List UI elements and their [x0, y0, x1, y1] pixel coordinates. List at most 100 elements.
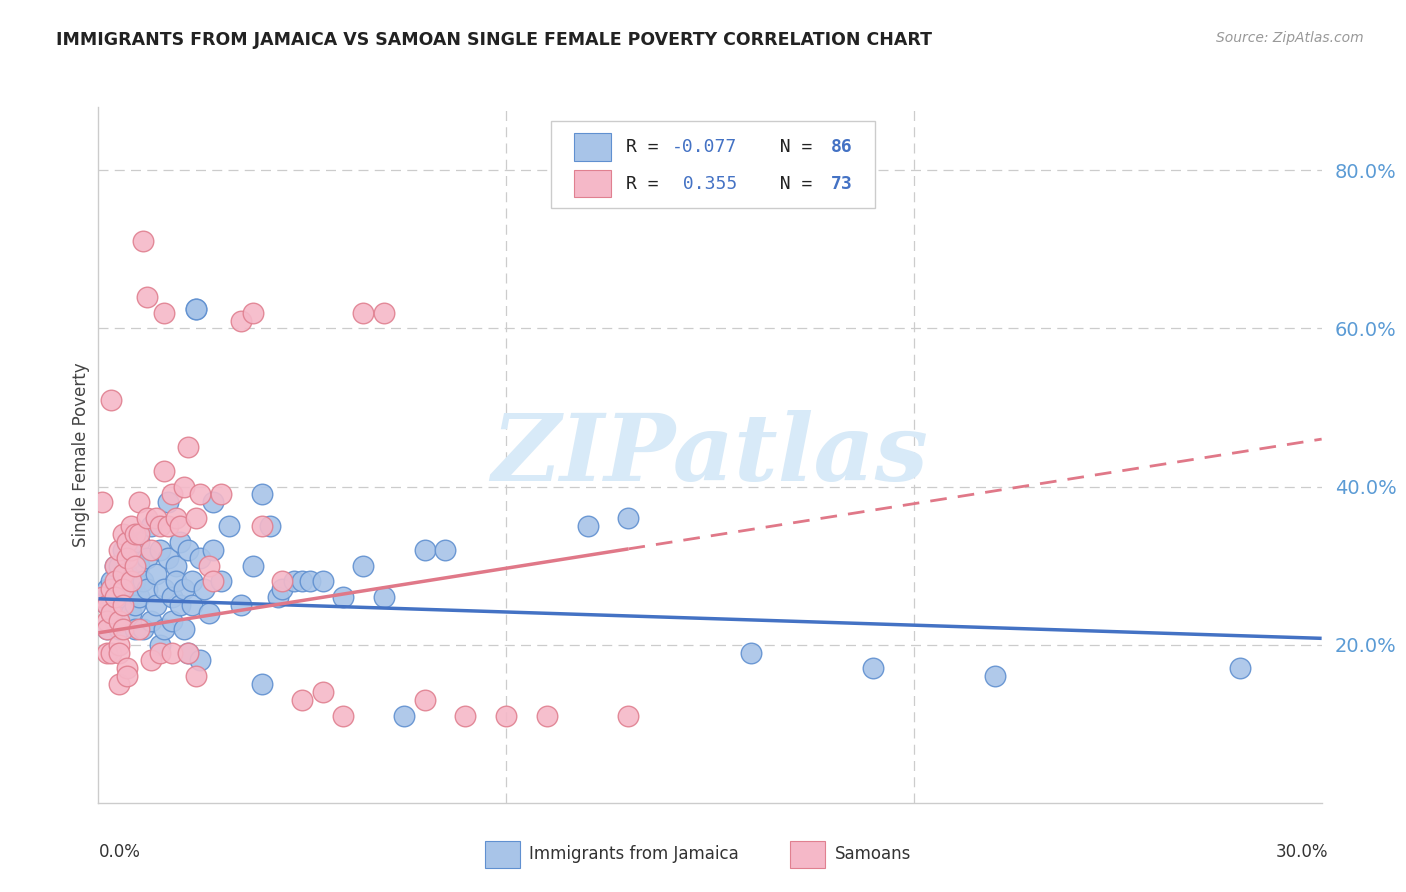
- Point: [124, 527, 146, 541]
- Point: [120, 582, 142, 597]
- Point: [312, 685, 335, 699]
- Point: [115, 534, 138, 549]
- Point: [332, 591, 354, 605]
- Point: [267, 591, 290, 605]
- Point: [332, 708, 354, 723]
- Point: [108, 646, 131, 660]
- Point: [149, 542, 172, 557]
- Point: [145, 598, 167, 612]
- Point: [96, 622, 118, 636]
- Point: [136, 511, 159, 525]
- Point: [120, 574, 142, 589]
- Text: Source: ZipAtlas.com: Source: ZipAtlas.com: [1216, 31, 1364, 45]
- Point: [120, 519, 142, 533]
- Point: [132, 622, 155, 636]
- Text: R =: R =: [626, 175, 669, 193]
- Point: [108, 677, 131, 691]
- Point: [186, 301, 208, 316]
- Point: [108, 638, 131, 652]
- Point: [299, 574, 322, 589]
- Point: [242, 558, 264, 573]
- Text: 0.355: 0.355: [672, 175, 737, 193]
- Point: [186, 511, 208, 525]
- Point: [149, 519, 172, 533]
- Point: [617, 511, 640, 525]
- Point: [115, 550, 138, 565]
- Point: [136, 550, 159, 565]
- Point: [259, 519, 281, 533]
- Point: [169, 598, 191, 612]
- Point: [141, 542, 163, 557]
- Point: [413, 693, 436, 707]
- Point: [104, 614, 127, 628]
- Point: [136, 290, 159, 304]
- Point: [115, 661, 138, 675]
- Point: [250, 487, 273, 501]
- Point: [108, 542, 131, 557]
- Text: 30.0%: 30.0%: [1277, 843, 1329, 861]
- Point: [160, 614, 183, 628]
- Point: [104, 591, 127, 605]
- Point: [152, 305, 174, 319]
- Point: [160, 646, 183, 660]
- Point: [145, 511, 167, 525]
- Point: [111, 566, 134, 581]
- Point: [108, 622, 131, 636]
- Point: [96, 614, 118, 628]
- Point: [100, 646, 122, 660]
- Point: [231, 313, 253, 327]
- Point: [111, 542, 134, 557]
- Text: Immigrants from Jamaica: Immigrants from Jamaica: [529, 845, 738, 863]
- Point: [188, 550, 212, 565]
- Point: [617, 708, 640, 723]
- Text: 73: 73: [831, 175, 853, 193]
- Text: Samoans: Samoans: [835, 845, 911, 863]
- Point: [128, 622, 150, 636]
- Point: [352, 305, 374, 319]
- Point: [413, 542, 436, 557]
- Point: [104, 558, 127, 573]
- Point: [96, 622, 118, 636]
- Point: [291, 574, 314, 589]
- Point: [392, 708, 416, 723]
- Point: [111, 527, 134, 541]
- Point: [193, 582, 215, 597]
- Point: [177, 646, 200, 660]
- Text: 86: 86: [831, 137, 853, 156]
- Point: [231, 598, 253, 612]
- Point: [128, 495, 150, 509]
- Point: [250, 677, 273, 691]
- Point: [242, 305, 264, 319]
- Point: [111, 622, 134, 636]
- Point: [218, 519, 240, 533]
- Point: [124, 598, 146, 612]
- Point: [165, 511, 187, 525]
- Point: [100, 392, 122, 407]
- Text: R =: R =: [626, 137, 669, 156]
- Point: [862, 661, 884, 675]
- Point: [156, 519, 179, 533]
- Point: [100, 591, 122, 605]
- Point: [312, 574, 335, 589]
- Point: [91, 591, 114, 605]
- Point: [270, 582, 294, 597]
- Point: [132, 574, 155, 589]
- Point: [197, 558, 219, 573]
- Point: [576, 519, 599, 533]
- Point: [96, 582, 118, 597]
- Point: [108, 558, 131, 573]
- Point: [173, 582, 195, 597]
- Point: [165, 574, 187, 589]
- Point: [173, 479, 195, 493]
- Point: [495, 708, 517, 723]
- Point: [291, 693, 314, 707]
- Point: [152, 622, 174, 636]
- Point: [145, 566, 167, 581]
- Point: [120, 550, 142, 565]
- Point: [201, 574, 224, 589]
- Point: [181, 574, 204, 589]
- Point: [96, 598, 118, 612]
- Point: [283, 574, 305, 589]
- Point: [156, 495, 179, 509]
- Point: [136, 582, 159, 597]
